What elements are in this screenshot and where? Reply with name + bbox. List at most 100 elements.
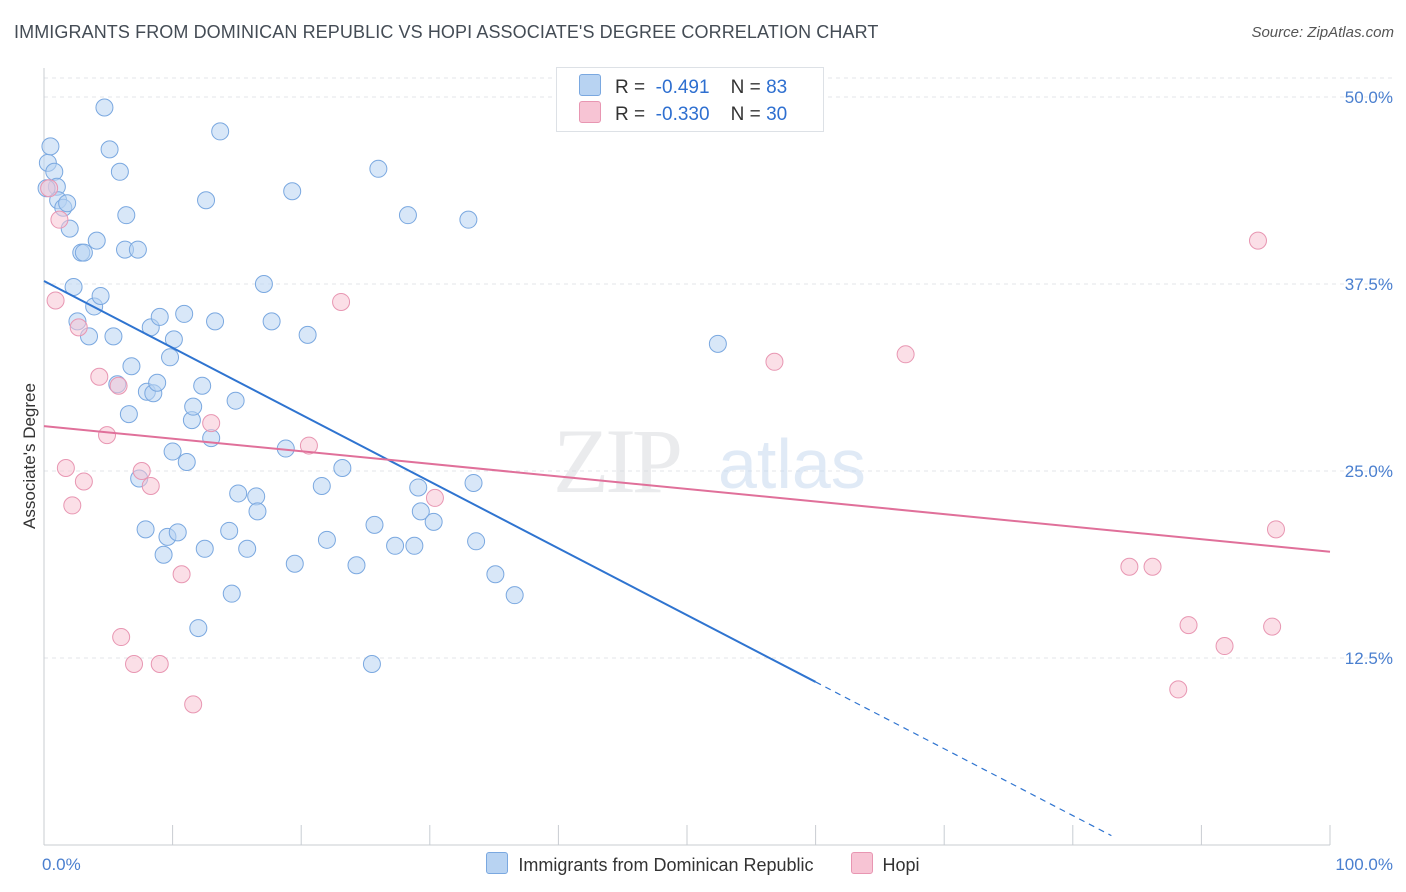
dominican-point-25 xyxy=(128,240,147,259)
dominican-point-43 xyxy=(189,619,208,638)
y-tick-label-2: 37.5% xyxy=(1345,275,1393,294)
hopi-point-19 xyxy=(332,292,351,311)
legend-item-dominican: Immigrants from Dominican Republic xyxy=(486,852,814,876)
hopi-point-10 xyxy=(112,628,131,647)
dominican-trend-extension xyxy=(815,681,1112,837)
dominican-point-68 xyxy=(365,515,384,534)
hopi-point-3 xyxy=(56,459,75,478)
hopi-point-1 xyxy=(46,291,65,310)
page-title: IMMIGRANTS FROM DOMINICAN REPUBLIC VS HO… xyxy=(14,22,879,42)
source-label: Source: ZipAtlas.com xyxy=(1251,24,1394,41)
hopi-point-16 xyxy=(184,695,203,714)
y-tick-label-0: 12.5% xyxy=(1345,649,1393,668)
dominican-point-60 xyxy=(283,182,302,201)
dominican-point-2 xyxy=(45,162,64,181)
legend-n-value: 30 xyxy=(766,104,788,125)
legend-n-label: N = xyxy=(730,77,761,98)
dominican-point-73 xyxy=(409,478,428,497)
hopi-point-24 xyxy=(1143,557,1162,576)
hopi-point-4 xyxy=(63,496,82,515)
stats-legend: R = -0.491 N = 83 R = -0.330 N = 30 xyxy=(556,67,824,132)
hopi-point-18 xyxy=(299,436,318,455)
dominican-point-76 xyxy=(459,210,478,229)
dominican-point-74 xyxy=(411,502,430,521)
y-tick-label-3: 50.0% xyxy=(1345,88,1393,107)
dominican-point-51 xyxy=(222,584,241,603)
dominican-point-49 xyxy=(211,122,230,141)
dominican-point-50 xyxy=(220,521,239,540)
hopi-point-25 xyxy=(1169,680,1188,699)
dominican-point-52 xyxy=(226,391,245,410)
dominican-point-80 xyxy=(505,586,524,605)
grid-lines xyxy=(44,77,1392,659)
dominican-point-54 xyxy=(238,539,257,558)
series-hopi-points xyxy=(40,179,1285,714)
hopi-point-20 xyxy=(425,488,444,507)
dominican-point-27 xyxy=(136,520,155,539)
hopi-point-12 xyxy=(132,462,151,480)
hopi-point-13 xyxy=(141,476,160,495)
hopi-point-22 xyxy=(896,345,915,364)
legend-row-dominican: R = -0.491 N = 83 xyxy=(579,74,787,102)
dominican-point-53 xyxy=(229,484,248,503)
dominican-point-38 xyxy=(168,523,187,542)
hopi-point-9 xyxy=(109,376,128,395)
series-dominican-points xyxy=(37,98,727,673)
hopi-point-23 xyxy=(1120,557,1139,576)
hopi-point-29 xyxy=(1263,617,1282,636)
dominican-point-79 xyxy=(486,565,505,584)
dominican-point-39 xyxy=(175,304,194,323)
dominican-point-77 xyxy=(464,473,483,492)
dominican-point-48 xyxy=(206,312,225,331)
hopi-point-26 xyxy=(1179,616,1198,635)
dominican-point-58 xyxy=(262,312,281,331)
dominican-point-32 xyxy=(150,307,169,326)
legend-swatch-pink xyxy=(850,852,873,874)
hopi-trend-line xyxy=(43,425,1331,553)
dominican-point-33 xyxy=(154,545,173,564)
dominican-point-62 xyxy=(298,325,317,344)
hopi-point-30 xyxy=(1266,520,1285,539)
legend-n-label: N = xyxy=(730,104,761,125)
dominican-point-55 xyxy=(247,487,266,506)
dominican-point-31 xyxy=(148,373,167,392)
dominican-point-71 xyxy=(398,206,417,225)
legend-label-hopi: Hopi xyxy=(882,855,920,875)
hopi-point-15 xyxy=(172,565,191,584)
legend-item-hopi: Hopi xyxy=(850,852,920,876)
trend-lines xyxy=(43,280,1331,837)
hopi-point-0 xyxy=(40,179,59,198)
dominican-point-42 xyxy=(184,397,203,416)
legend-r-label: R = xyxy=(615,104,646,125)
x-tick-label-1: 100.0% xyxy=(1335,855,1393,874)
legend-swatch-blue xyxy=(486,852,509,874)
hopi-point-11 xyxy=(125,654,144,673)
dominican-point-46 xyxy=(197,191,216,210)
dominican-point-57 xyxy=(254,275,273,293)
dominican-point-1 xyxy=(41,137,60,156)
x-tick-label-0: 0.0% xyxy=(42,855,81,874)
dominican-point-11 xyxy=(74,243,93,262)
dominican-point-20 xyxy=(110,162,129,181)
dominican-point-75 xyxy=(424,512,443,531)
dominican-trend-line xyxy=(43,280,817,683)
legend-label-dominican: Immigrants from Dominican Republic xyxy=(518,855,814,875)
legend-r-value: -0.330 xyxy=(655,104,710,125)
hopi-point-17 xyxy=(202,414,221,433)
dominican-point-78 xyxy=(467,532,486,551)
dominican-point-14 xyxy=(87,231,106,250)
tick-labels: 12.5% 25.0% 37.5% 50.0% 0.0% 100.0% xyxy=(42,88,1393,874)
dominican-point-22 xyxy=(117,206,136,225)
dominican-point-45 xyxy=(195,539,214,558)
hopi-point-14 xyxy=(150,654,169,673)
dominican-point-61 xyxy=(285,554,304,573)
hopi-point-5 xyxy=(69,318,88,337)
dominican-point-72 xyxy=(405,536,424,555)
legend-swatch-pink xyxy=(579,101,601,123)
legend-n-value: 83 xyxy=(766,77,788,98)
dominican-point-17 xyxy=(100,140,119,159)
dominican-point-63 xyxy=(312,476,331,495)
hopi-point-7 xyxy=(90,367,109,386)
hopi-point-8 xyxy=(98,426,117,445)
